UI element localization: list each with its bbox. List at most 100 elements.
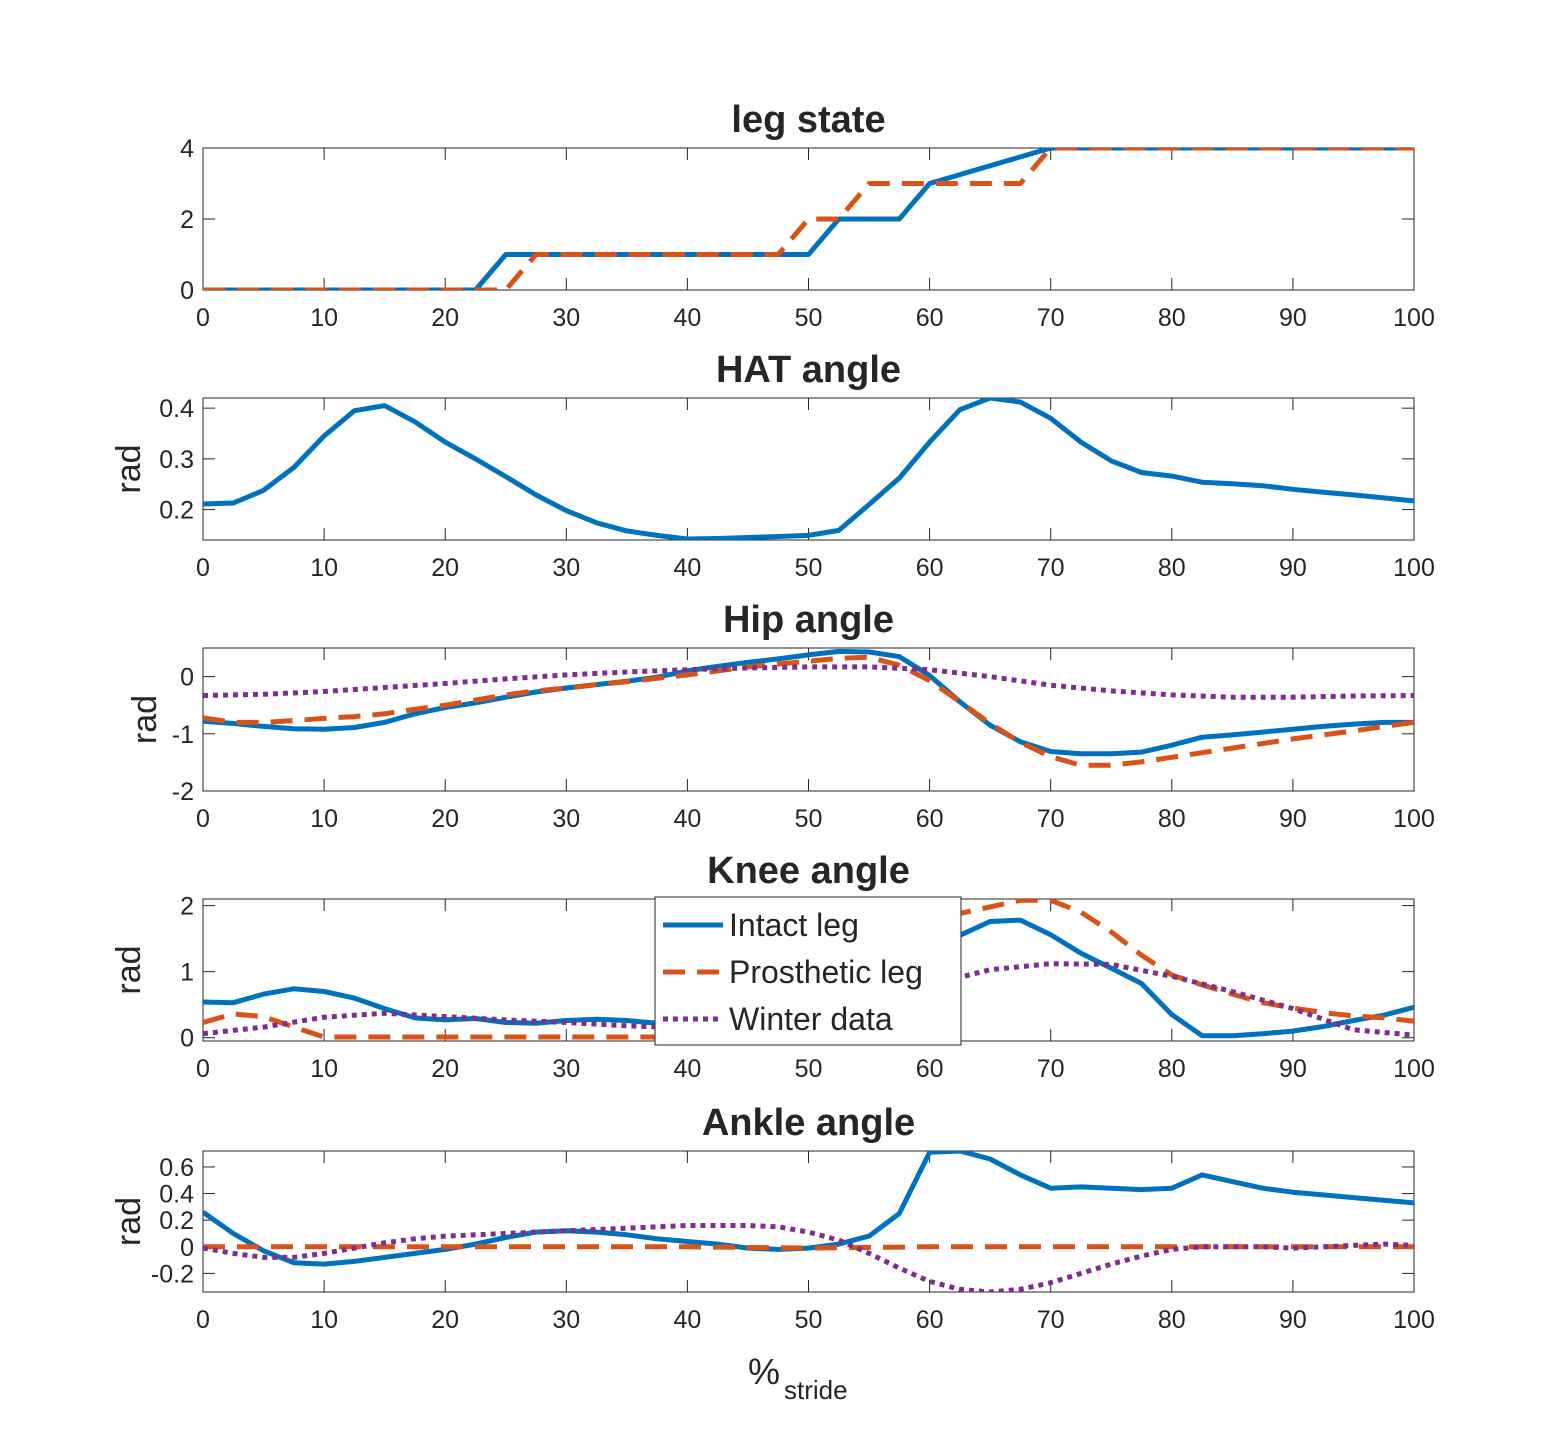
y-tick-label: 2 xyxy=(180,893,194,921)
x-tick-label: 90 xyxy=(1279,304,1307,332)
x-tick-label: 40 xyxy=(673,554,701,582)
x-tick-label: 0 xyxy=(196,554,210,582)
panel-5: 0 10 20 30 40 50 60 70 80 90 100-0.200.20.40.6Ankl… xyxy=(110,1102,1435,1334)
y-tick-label: 0.2 xyxy=(159,497,194,525)
x-tick-label: 20 xyxy=(431,805,459,833)
x-tick-label: 50 xyxy=(795,1306,823,1334)
legend-label-intact: Intact leg xyxy=(729,907,859,943)
x-tick-label: 40 xyxy=(673,304,701,332)
series-group xyxy=(203,1151,1414,1292)
y-tick-label: 4 xyxy=(180,135,194,163)
y-tick-label: 0.6 xyxy=(159,1154,194,1182)
y-tick-label: -2 xyxy=(172,778,194,806)
x-tick-label: 80 xyxy=(1158,805,1186,833)
x-tick-label: 20 xyxy=(431,1055,459,1083)
series-line-intact xyxy=(203,648,1414,757)
plot-area xyxy=(202,647,1415,792)
x-tick-label: 100 xyxy=(1393,304,1435,332)
x-tick-label: 30 xyxy=(552,1055,580,1083)
x-tick-label: 40 xyxy=(673,1306,701,1334)
panel-title: leg state xyxy=(731,99,885,141)
y-tick-label: -0.2 xyxy=(151,1260,194,1288)
legend-label-prosthetic: Prosthetic leg xyxy=(729,954,923,990)
series-line-intact xyxy=(203,398,1414,540)
y-tick-label: 0.4 xyxy=(159,1181,194,1209)
x-tick-label: 70 xyxy=(1037,554,1065,582)
x-tick-label: 70 xyxy=(1037,304,1065,332)
x-tick-label: 20 xyxy=(431,304,459,332)
x-tick-label: 60 xyxy=(916,1055,944,1083)
plot-area xyxy=(202,1150,1415,1293)
plot-area xyxy=(202,147,1415,291)
x-tick-label: 80 xyxy=(1158,1306,1186,1334)
series-line-prosthetic xyxy=(203,148,1414,290)
x-tick-label: 30 xyxy=(552,1306,580,1334)
x-tick-label: 70 xyxy=(1037,1055,1065,1083)
x-tick-label: 50 xyxy=(795,304,823,332)
y-axis-label: rad xyxy=(126,695,164,744)
panel-title: Hip angle xyxy=(723,599,894,641)
x-axis-label-main: % xyxy=(748,1351,780,1392)
y-tick-label: 2 xyxy=(180,206,194,234)
series-line-winter xyxy=(203,961,1414,1038)
x-tick-label: 10 xyxy=(310,805,338,833)
y-tick-label: 0 xyxy=(180,277,194,305)
y-tick-label: 0.4 xyxy=(159,395,194,423)
panel-title: HAT angle xyxy=(716,349,901,391)
panel-3: 0 10 20 30 40 50 60 70 80 90 100 -2 -1 0 Hip angle rad xyxy=(126,599,1435,833)
x-tick-label: 20 xyxy=(431,554,459,582)
x-tick-label: 10 xyxy=(310,1306,338,1334)
x-tick-label: 20 xyxy=(431,1306,459,1334)
plot-area xyxy=(202,397,1415,541)
series-line-winter xyxy=(203,1223,1414,1292)
x-tick-label: 30 xyxy=(552,554,580,582)
x-tick-label: 0 xyxy=(196,1306,210,1334)
x-tick-label: 90 xyxy=(1279,1306,1307,1334)
series-line-intact xyxy=(203,148,1414,290)
x-tick-label: 70 xyxy=(1037,1306,1065,1334)
x-tick-label: 70 xyxy=(1037,805,1065,833)
x-tick-label: 30 xyxy=(552,304,580,332)
x-tick-label: 80 xyxy=(1158,304,1186,332)
x-tick-label: 50 xyxy=(795,805,823,833)
series-group xyxy=(203,148,1414,290)
x-tick-label: 40 xyxy=(673,1055,701,1083)
x-tick-label: 10 xyxy=(310,554,338,582)
x-tick-label: 60 xyxy=(916,805,944,833)
x-tick-label: 10 xyxy=(310,304,338,332)
y-tick-label: 1 xyxy=(180,959,194,987)
panel-1: 0 10 20 30 40 50 60 70 80 90 100 0 2 4 leg state xyxy=(180,99,1435,332)
x-tick-label: 60 xyxy=(916,1306,944,1334)
x-tick-label: 0 xyxy=(196,805,210,833)
x-tick-label: 90 xyxy=(1279,554,1307,582)
series-line-winter xyxy=(203,664,1414,700)
x-axis-label-subscript: stride xyxy=(784,1375,848,1405)
x-tick-label: 100 xyxy=(1393,1306,1435,1334)
x-tick-label: 80 xyxy=(1158,1055,1186,1083)
x-tick-label: 0 xyxy=(196,304,210,332)
x-axis-label: % stride xyxy=(748,1351,848,1405)
x-tick-label: 50 xyxy=(795,554,823,582)
x-tick-label: 50 xyxy=(795,1055,823,1083)
y-tick-label: 0.2 xyxy=(159,1207,194,1235)
panel-title: Ankle angle xyxy=(702,1102,915,1144)
legend-label-winter: Winter data xyxy=(729,1001,893,1037)
x-tick-label: 30 xyxy=(552,805,580,833)
x-tick-label: 80 xyxy=(1158,554,1186,582)
y-tick-label: 0 xyxy=(180,1025,194,1053)
x-tick-label: 100 xyxy=(1393,1055,1435,1083)
y-axis-label: rad xyxy=(110,1197,148,1246)
legend: Intact leg Prosthetic leg Winter data xyxy=(654,896,962,1046)
y-axis-label: rad xyxy=(110,444,148,493)
y-tick-label: 0 xyxy=(180,1234,194,1262)
panel-2: 0 10 20 30 40 50 60 70 80 90 100 0.2 0.3 0.4 HAT angle… xyxy=(110,349,1435,582)
panel-title: Knee angle xyxy=(707,850,910,892)
y-tick-label: 0 xyxy=(180,664,194,692)
y-axis-label: rad xyxy=(110,945,148,994)
y-tick-label: 0.3 xyxy=(159,446,194,474)
x-tick-label: 90 xyxy=(1279,1055,1307,1083)
series-line-intact xyxy=(203,1151,1414,1267)
x-tick-label: 90 xyxy=(1279,805,1307,833)
x-tick-label: 60 xyxy=(916,304,944,332)
